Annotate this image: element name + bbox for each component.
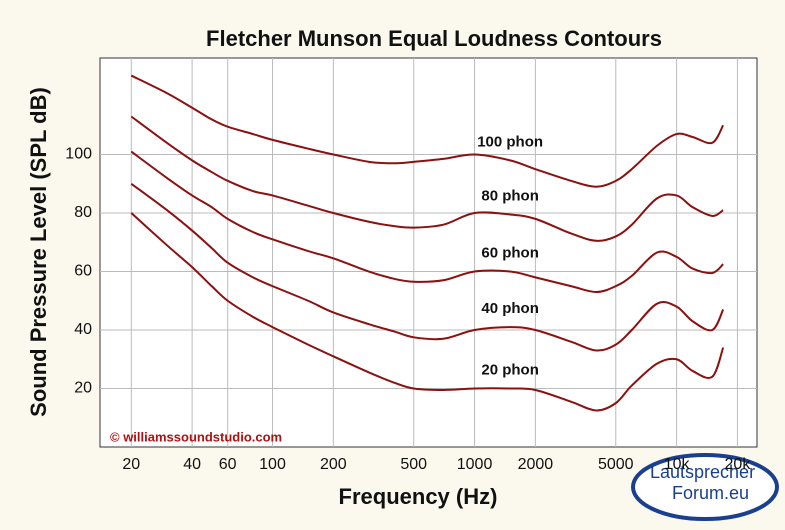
x-tick-label: 200: [320, 456, 347, 473]
y-tick-label: 20: [74, 380, 92, 397]
y-axis-label: Sound Pressure Level (SPL dB): [26, 87, 51, 417]
lines: [130, 74, 725, 412]
copyright: © williamssoundstudio.com: [110, 429, 282, 444]
logo-ellipse: [631, 453, 779, 521]
y-tick-label: 80: [74, 204, 92, 221]
x-tick-label: 40: [183, 456, 201, 473]
x-axis-label: Frequency (Hz): [339, 484, 498, 509]
y-tick-label: 40: [74, 321, 92, 338]
contour-line: [130, 115, 724, 242]
contour-line: [130, 74, 725, 188]
contour-line: [130, 150, 724, 293]
series-label: 100 phon: [477, 133, 543, 150]
x-tick-label: 2000: [518, 456, 554, 473]
x-tick-label: 60: [219, 456, 237, 473]
plot-area: [99, 57, 758, 448]
series-label: 40 phon: [481, 300, 539, 317]
watermark-logo: Lautsprecher Forum.eu: [631, 453, 779, 521]
x-tick-label: 5000: [598, 456, 634, 473]
grid: [100, 58, 757, 447]
chart-title: Fletcher Munson Equal Loudness Contours: [206, 26, 662, 51]
x-tick-label: 20k: [725, 456, 752, 473]
contour-line: [130, 212, 725, 412]
y-tick-label: 60: [74, 263, 92, 280]
logo-text: Lautsprecher: [650, 462, 755, 482]
y-tick-label: 100: [65, 146, 92, 163]
contour-line: [130, 182, 725, 352]
series-label: 60 phon: [481, 244, 539, 261]
x-tick-label: 1000: [457, 456, 493, 473]
series-label: 20 phon: [481, 361, 539, 378]
series-label: 80 phon: [481, 187, 539, 204]
logo-text: Forum.eu: [672, 483, 749, 503]
x-tick-label: 500: [400, 456, 427, 473]
x-tick-label: 10k: [664, 456, 691, 473]
x-tick-label: 100: [259, 456, 286, 473]
x-tick-label: 20: [122, 456, 140, 473]
